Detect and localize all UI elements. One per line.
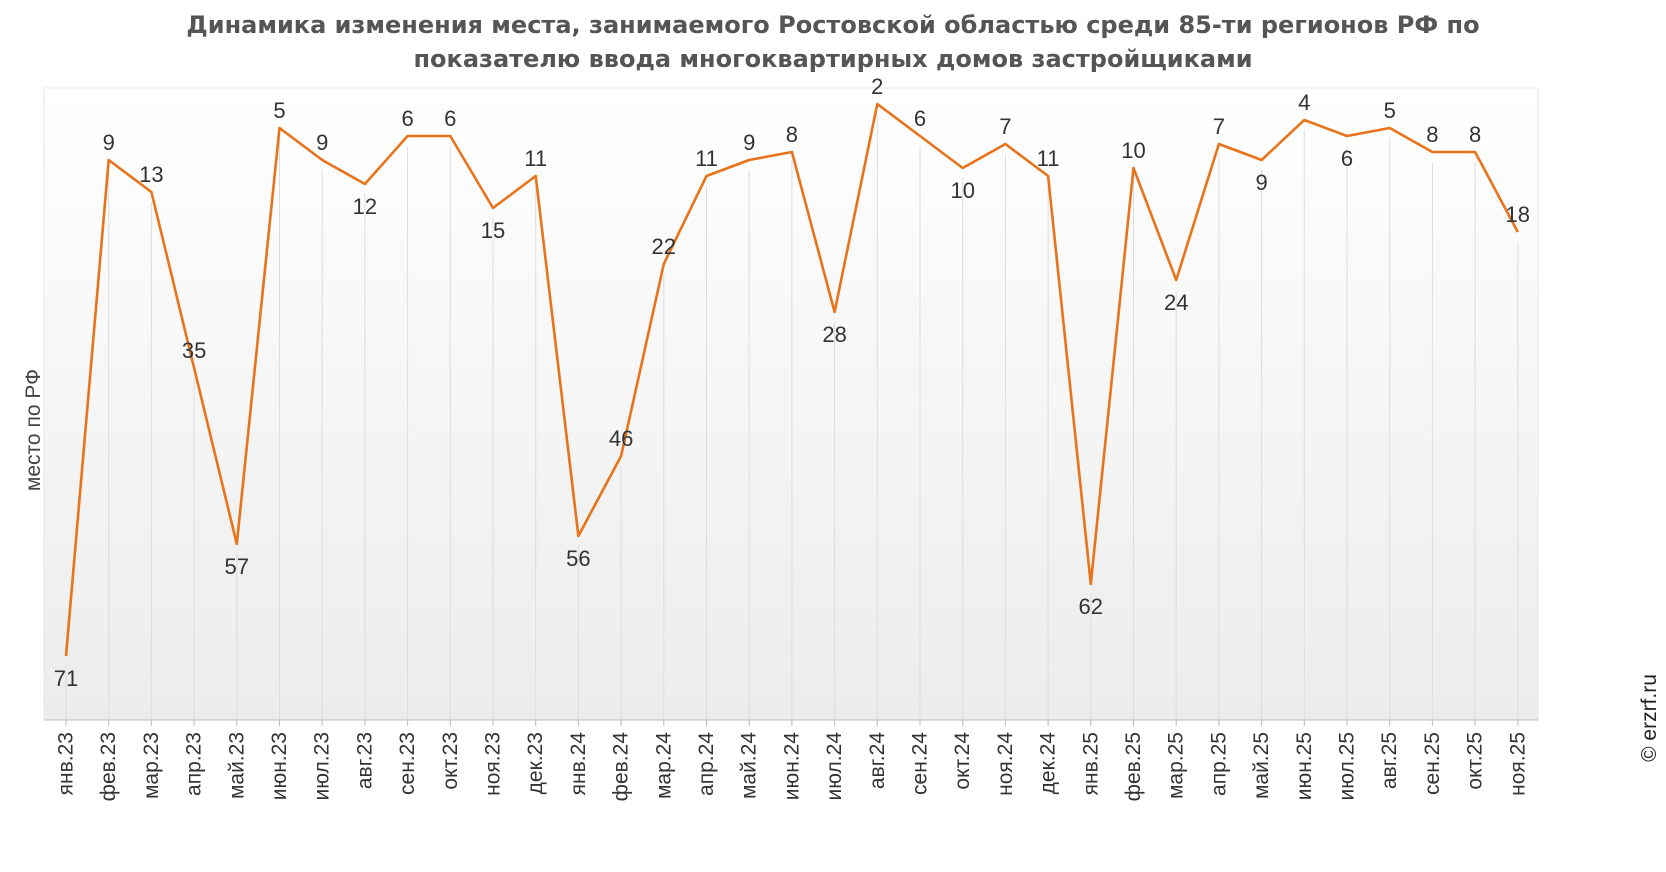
data-label: 62	[1079, 594, 1103, 619]
x-tick-label: янв.23	[55, 732, 78, 795]
x-tick-label: фев.25	[1122, 732, 1145, 801]
x-tick-label: май.23	[225, 732, 248, 799]
x-tick-label: сен.23	[396, 732, 419, 795]
data-label: 46	[609, 426, 633, 451]
x-tick-label: окт.24	[951, 732, 974, 790]
data-label: 11	[695, 146, 718, 171]
data-label: 7	[1213, 114, 1225, 139]
data-label: 35	[182, 338, 206, 363]
chart-title: Динамика изменения места, занимаемого Ро…	[0, 8, 1666, 76]
x-tick-label: июн.25	[1293, 732, 1316, 800]
data-label: 56	[566, 546, 590, 571]
data-label: 2	[871, 74, 883, 99]
plot-area	[43, 87, 1539, 721]
data-label: 9	[743, 130, 755, 155]
data-label: 8	[786, 122, 798, 147]
x-tick-label: фев.24	[610, 732, 633, 802]
x-tick-label: мар.23	[140, 732, 163, 799]
x-tick-label: ноя.23	[482, 732, 505, 796]
data-label: 7	[999, 114, 1011, 139]
data-label: 11	[524, 146, 547, 171]
data-label: 12	[353, 194, 377, 219]
data-label: 6	[914, 106, 926, 131]
data-label: 10	[1121, 138, 1145, 163]
x-tick-label: мар.24	[652, 732, 675, 799]
data-label: 9	[103, 130, 115, 155]
x-tick-label: дек.23	[524, 732, 547, 794]
data-label: 6	[1341, 146, 1353, 171]
x-tick-label: май.25	[1250, 732, 1273, 799]
grid-lines	[65, 114, 1519, 720]
data-label: 71	[54, 666, 78, 691]
data-label: 10	[950, 178, 974, 203]
data-label: 24	[1164, 290, 1188, 315]
data-label: 11	[1037, 146, 1060, 171]
data-label: 9	[316, 130, 328, 155]
data-label: 9	[1255, 170, 1267, 195]
data-label: 6	[444, 106, 456, 131]
data-label: 8	[1426, 122, 1438, 147]
x-tick-label: июл.23	[311, 732, 334, 800]
data-label: 18	[1506, 202, 1530, 227]
data-label: 13	[139, 162, 163, 187]
data-label: 22	[652, 234, 676, 259]
x-tick-label: июн.23	[268, 732, 291, 800]
x-tick-label: июн.24	[780, 732, 803, 801]
x-tick-label: окт.25	[1464, 732, 1487, 790]
x-tick-label: июл.24	[823, 732, 846, 801]
x-tick-label: апр.23	[183, 732, 206, 796]
data-label: 57	[225, 554, 249, 579]
x-tick-label: окт.23	[439, 732, 462, 790]
x-tick-label: авг.24	[866, 732, 889, 789]
x-tick-label: ноя.25	[1506, 732, 1529, 796]
x-axis-ticks: янв.23 фев.23 мар.23 апр.23 май.23 июн.23 июл.…	[55, 720, 1529, 802]
data-label: 5	[273, 98, 285, 123]
x-tick-label: авг.23	[353, 732, 376, 789]
x-tick-label: янв.24	[567, 732, 590, 796]
x-tick-label: апр.25	[1207, 732, 1230, 796]
x-tick-label: авг.25	[1378, 732, 1401, 789]
data-label: 4	[1298, 90, 1310, 115]
data-label: 28	[822, 322, 846, 347]
data-label: 15	[481, 218, 505, 243]
x-tick-label: апр.24	[695, 732, 718, 796]
x-tick-label: мар.25	[1165, 732, 1188, 799]
chart-title-line-2: показателю ввода многоквартирных домов з…	[413, 45, 1253, 73]
x-tick-label: июл.25	[1336, 732, 1359, 800]
data-label: 8	[1469, 122, 1481, 147]
x-tick-label: фев.23	[97, 732, 120, 801]
x-tick-label: сен.24	[909, 732, 932, 795]
data-label: 5	[1384, 98, 1396, 123]
data-label: 6	[401, 106, 413, 131]
x-tick-label: ноя.24	[994, 732, 1017, 796]
chart-title-line-1: Динамика изменения места, занимаемого Ро…	[186, 11, 1480, 39]
x-tick-label: дек.24	[1037, 732, 1060, 795]
series-line	[64, 102, 1519, 657]
x-tick-label: сен.25	[1421, 732, 1444, 795]
x-tick-label: май.24	[738, 732, 761, 799]
x-tick-label: янв.25	[1079, 732, 1102, 795]
